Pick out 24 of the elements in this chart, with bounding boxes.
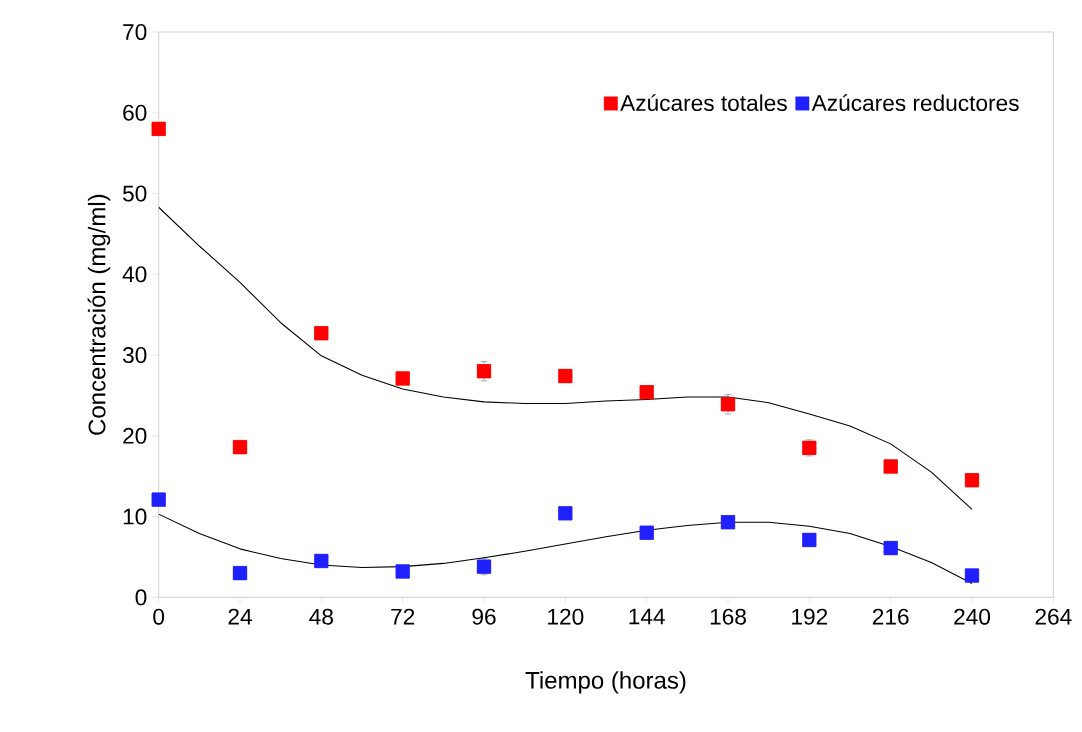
x-axis-title: Tiempo (horas): [525, 671, 686, 694]
x-tick-label: 192: [792, 608, 828, 625]
x-tick-label: 96: [472, 608, 496, 625]
y-tick-label: 60: [123, 104, 147, 121]
y-axis-title: Concentración (mg/ml): [87, 194, 111, 435]
y-tick-label: 20: [123, 427, 147, 444]
y-tick-label: 10: [123, 508, 147, 525]
x-tick-label: 72: [391, 608, 415, 625]
x-tick-label: 48: [309, 608, 333, 625]
x-tick-label: 144: [629, 608, 665, 625]
x-tick-label: 168: [710, 608, 746, 625]
x-tick-label: 24: [228, 608, 252, 625]
y-tick-label: 0: [135, 589, 147, 606]
x-tick-label: 216: [872, 608, 909, 625]
legend-label: Azúcares reductores: [811, 94, 1019, 112]
legend-label: Azúcares totales: [620, 94, 787, 112]
x-tick-label: 240: [954, 608, 991, 625]
y-tick-label: 50: [122, 185, 147, 202]
y-tick-label: 40: [122, 266, 147, 283]
x-tick-label: 264: [1035, 608, 1072, 625]
y-tick-label: 30: [122, 347, 147, 364]
y-tick-label: 70: [123, 23, 147, 41]
x-tick-label: 120: [548, 608, 584, 625]
x-tick-label: 0: [153, 608, 165, 625]
